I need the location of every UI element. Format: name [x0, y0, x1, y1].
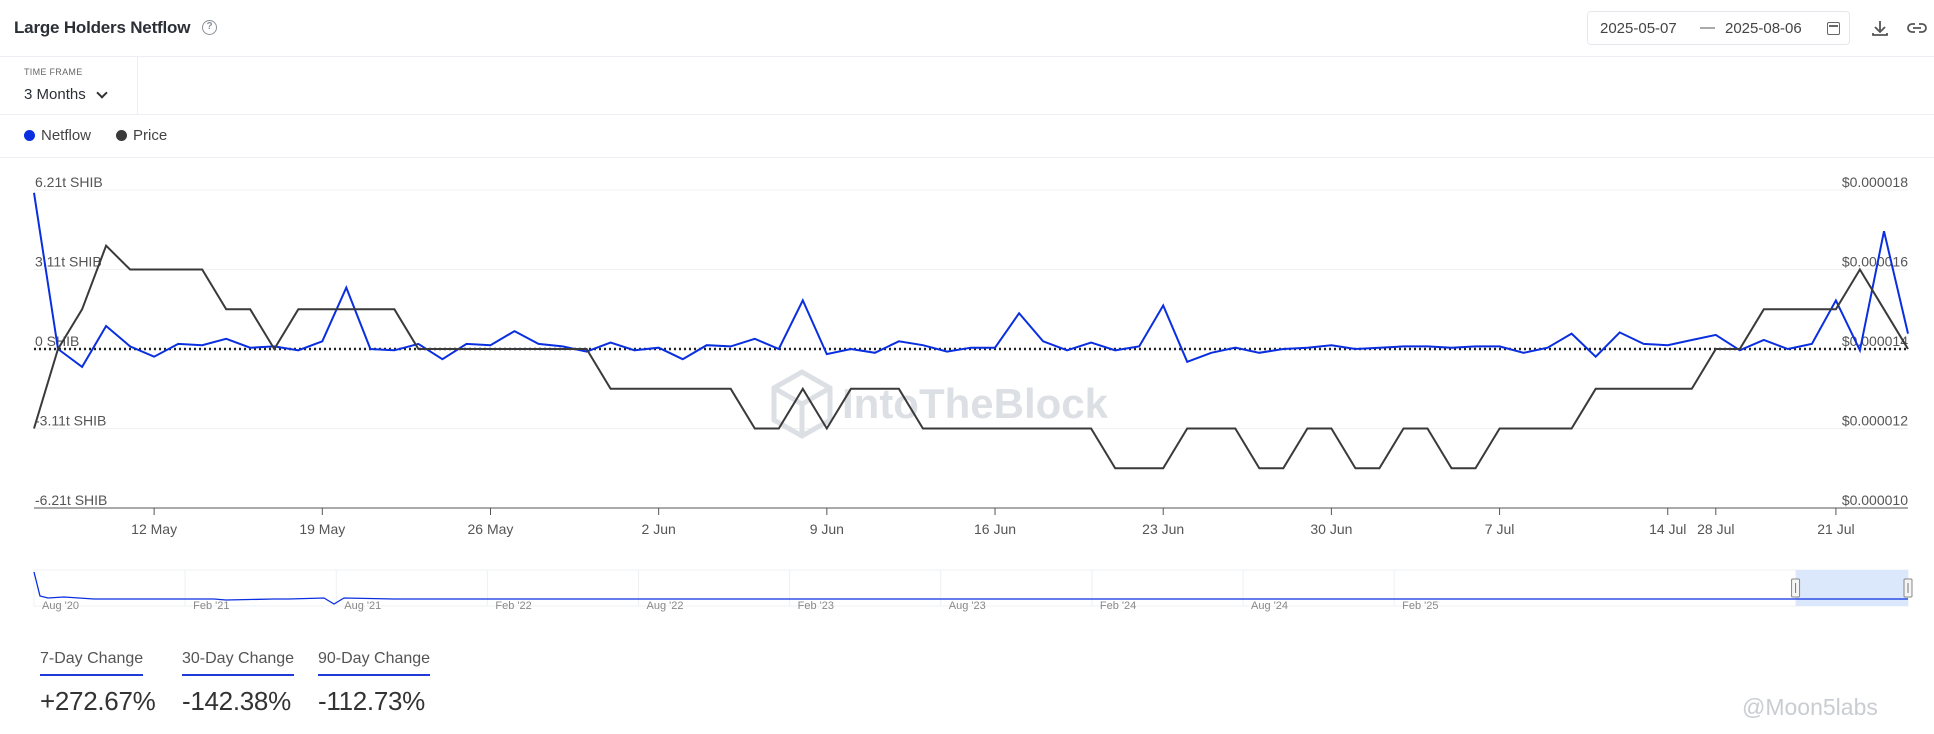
change-7d[interactable]: 7-Day Change +272.67%	[40, 650, 156, 717]
link-icon[interactable]	[1906, 18, 1928, 38]
navigator-label: Aug '21	[344, 600, 381, 612]
chart-header: Large Holders Netflow ? 2025-05-07 — 202…	[0, 0, 1934, 57]
legend-price-label: Price	[133, 127, 168, 144]
left-axis-tick-label: -6.21t SHIB	[35, 492, 107, 508]
x-tick-label: 14 Jul	[1649, 521, 1686, 537]
navigator-label: Aug '24	[1251, 600, 1288, 612]
chevron-down-icon[interactable]	[96, 87, 108, 99]
navigator-label: Aug '20	[42, 600, 79, 612]
navigator-label: Feb '25	[1402, 600, 1438, 612]
x-tick-label: 16 Jun	[974, 521, 1016, 537]
range-navigator[interactable]: Aug '20 Feb '21 Aug '21 Feb '22 Aug '22 Feb '…	[0, 566, 1934, 616]
x-tick-label: 12 May	[131, 521, 177, 537]
change-30d-value: -142.38%	[182, 686, 291, 716]
left-axis-tick-label: -3.11t SHIB	[35, 413, 106, 429]
left-axis-tick-label: 3.11t SHIB	[35, 253, 102, 269]
date-start[interactable]: 2025-05-07	[1600, 20, 1677, 37]
right-axis-tick-label: $0.000010	[1842, 492, 1908, 508]
date-separator: —	[1700, 19, 1715, 36]
navigator-selection[interactable]	[1795, 570, 1908, 606]
calendar-icon[interactable]	[1827, 22, 1840, 35]
navigator-label: Feb '22	[495, 600, 531, 612]
page-title: Large Holders Netflow	[14, 18, 191, 37]
navigator-label: Aug '22	[647, 600, 684, 612]
navigator-label: Feb '23	[798, 600, 834, 612]
left-axis-tick-label: 6.21t SHIB	[35, 174, 103, 190]
legend: Netflow Price	[0, 115, 1934, 158]
toolbar: TIME FRAME 3 Months	[0, 57, 1934, 115]
download-icon[interactable]	[1870, 18, 1890, 38]
right-axis-tick-label: $0.000012	[1842, 413, 1908, 429]
navigator-label: Feb '24	[1100, 600, 1136, 612]
x-tick-label: 28 Jul	[1697, 521, 1734, 537]
series-line-netflow	[33, 192, 1909, 369]
help-icon[interactable]: ?	[202, 20, 217, 35]
legend-item-netflow[interactable]: Netflow	[24, 127, 91, 144]
netflow-dot-icon	[24, 130, 35, 141]
legend-netflow-label: Netflow	[41, 127, 92, 144]
x-tick-label: 2 Jun	[642, 521, 676, 537]
right-axis-tick-label: $0.000018	[1842, 174, 1908, 190]
price-dot-icon	[116, 130, 127, 141]
x-tick-label: 30 Jun	[1310, 521, 1352, 537]
chart-watermark: IntoTheBlock	[842, 380, 1109, 427]
series-line-price	[33, 243, 1909, 470]
x-tick-label: 7 Jul	[1485, 521, 1515, 537]
x-tick-label: 23 Jun	[1142, 521, 1184, 537]
x-tick-label: 26 May	[468, 521, 514, 537]
change-90d-label[interactable]: 90-Day Change	[318, 650, 431, 676]
navigator-label: Aug '23	[949, 600, 986, 612]
watermark-logo-icon	[771, 369, 833, 439]
navigator-line	[33, 571, 1908, 605]
x-tick-label: 19 May	[299, 521, 345, 537]
timeframe-selector[interactable]: TIME FRAME 3 Months	[14, 57, 138, 115]
change-7d-value: +272.67%	[40, 686, 156, 716]
timeframe-value[interactable]: 3 Months	[24, 86, 86, 103]
legend-item-price[interactable]: Price	[116, 127, 167, 144]
x-tick-label: 9 Jun	[810, 521, 844, 537]
date-end[interactable]: 2025-08-06	[1725, 20, 1802, 37]
date-range-picker[interactable]: 2025-05-07 — 2025-08-06	[1587, 11, 1850, 45]
footer-watermark: @Moon5labs	[1742, 694, 1878, 720]
change-30d-label[interactable]: 30-Day Change	[182, 650, 295, 676]
change-30d[interactable]: 30-Day Change -142.38%	[182, 650, 295, 717]
navigator-frame	[33, 569, 1909, 607]
right-axis-tick-label: $0.000016	[1842, 254, 1908, 270]
change-7d-label[interactable]: 7-Day Change	[40, 650, 144, 676]
change-90d[interactable]: 90-Day Change -112.73%	[318, 650, 431, 717]
navigator-label: Feb '21	[193, 600, 229, 612]
change-90d-value: -112.73%	[318, 686, 425, 716]
x-tick-label: 21 Jul	[1817, 521, 1854, 537]
timeframe-label: TIME FRAME	[24, 67, 83, 77]
